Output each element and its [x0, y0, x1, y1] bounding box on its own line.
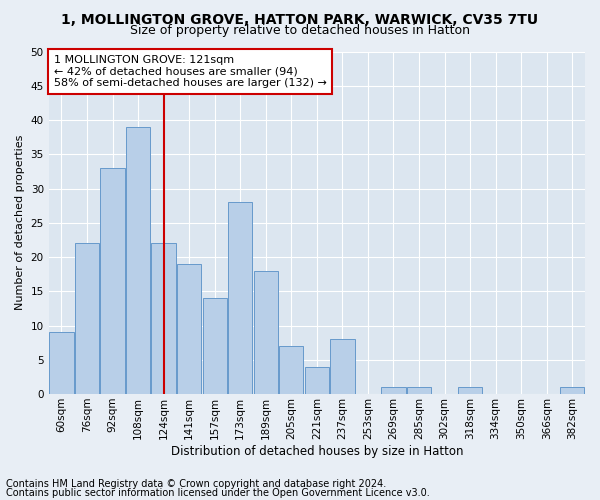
Bar — [458, 387, 482, 394]
Text: 1 MOLLINGTON GROVE: 121sqm
← 42% of detached houses are smaller (94)
58% of semi: 1 MOLLINGTON GROVE: 121sqm ← 42% of deta… — [54, 55, 327, 88]
Bar — [151, 244, 176, 394]
Bar — [330, 339, 355, 394]
Text: Contains HM Land Registry data © Crown copyright and database right 2024.: Contains HM Land Registry data © Crown c… — [6, 479, 386, 489]
Bar — [228, 202, 253, 394]
Text: Size of property relative to detached houses in Hatton: Size of property relative to detached ho… — [130, 24, 470, 37]
X-axis label: Distribution of detached houses by size in Hatton: Distribution of detached houses by size … — [170, 444, 463, 458]
Bar — [560, 387, 584, 394]
Text: 1, MOLLINGTON GROVE, HATTON PARK, WARWICK, CV35 7TU: 1, MOLLINGTON GROVE, HATTON PARK, WARWIC… — [61, 12, 539, 26]
Bar — [382, 387, 406, 394]
Bar — [305, 366, 329, 394]
Bar — [254, 270, 278, 394]
Text: Contains public sector information licensed under the Open Government Licence v3: Contains public sector information licen… — [6, 488, 430, 498]
Bar — [279, 346, 304, 394]
Bar — [49, 332, 74, 394]
Bar — [203, 298, 227, 394]
Y-axis label: Number of detached properties: Number of detached properties — [15, 135, 25, 310]
Bar — [407, 387, 431, 394]
Bar — [75, 244, 99, 394]
Bar — [177, 264, 201, 394]
Bar — [126, 127, 150, 394]
Bar — [100, 168, 125, 394]
